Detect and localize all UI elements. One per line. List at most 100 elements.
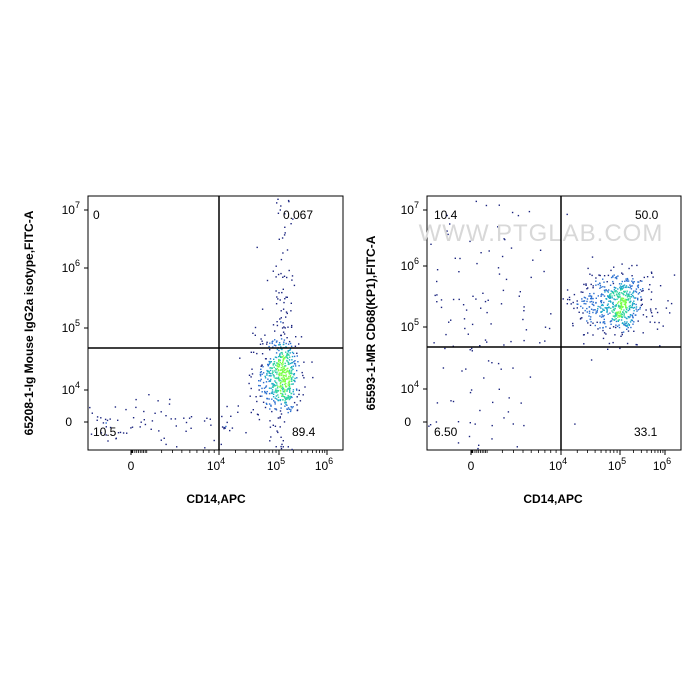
right-event-dot (574, 423, 576, 425)
left-event-dot (280, 447, 283, 450)
right-event-dot (617, 295, 620, 297)
left-event-dot (96, 419, 98, 421)
left-event-dot (266, 343, 268, 345)
right-event-dot (566, 289, 569, 291)
left-event-dot (260, 371, 262, 373)
left-event-dot (288, 372, 290, 374)
left-event-dot (281, 443, 283, 446)
left-event-dot (275, 398, 278, 400)
right-event-dot (605, 326, 607, 328)
right-event-dot (452, 298, 455, 301)
left-event-dot (276, 321, 278, 323)
left-event-dot (265, 385, 268, 387)
right-event-dot (632, 302, 634, 304)
left-event-dot (286, 389, 288, 391)
left-event-dot (296, 377, 298, 379)
left-plot-frame (87, 195, 344, 451)
right-event-dot (621, 299, 624, 302)
right-event-dot (626, 342, 629, 345)
left-event-dot (274, 397, 276, 399)
right-y-axis-title: 65593-1-MR CD68(KP1),FITC-A (364, 235, 378, 410)
right-event-dot (612, 341, 614, 344)
left-event-dot (281, 369, 283, 371)
left-x-axis-title: CD14,APC (186, 492, 246, 506)
left-event-dot (268, 403, 271, 405)
left-event-dot (226, 405, 228, 408)
right-event-dot (500, 303, 503, 305)
right-event-dot (600, 316, 603, 318)
left-event-dot (282, 355, 285, 357)
left-event-dot (286, 354, 288, 356)
left-event-dot (130, 427, 132, 429)
right-event-dot (626, 280, 628, 282)
right-event-dot (580, 291, 582, 293)
right-event-dot (582, 312, 584, 314)
left-event-dot (258, 389, 260, 391)
right-event-dot (609, 312, 611, 314)
right-event-dot (620, 315, 622, 317)
right-event-dot (595, 284, 597, 286)
right-y-tick-label: 107 (401, 200, 419, 217)
left-event-dot (285, 356, 287, 358)
left-event-dot (288, 387, 290, 389)
left-event-dot (206, 417, 208, 419)
right-event-dot (600, 301, 603, 304)
right-event-dot (592, 285, 594, 287)
left-event-dot (288, 340, 291, 343)
right-event-dot (457, 421, 460, 423)
right-event-dot (566, 303, 568, 305)
left-event-dot (261, 395, 263, 397)
left-x-tick-label: 104 (207, 456, 225, 473)
right-event-dot (623, 323, 625, 325)
left-event-dot (269, 358, 272, 360)
left-quadrant-lower-right: 89.4 (292, 425, 316, 439)
right-event-dot (590, 298, 593, 300)
right-event-dot (617, 288, 619, 290)
left-event-dot (276, 202, 278, 204)
left-event-dot (249, 395, 251, 397)
right-event-dot (624, 304, 626, 306)
left-event-dot (289, 374, 292, 377)
right-event-dot (619, 300, 622, 302)
left-event-dot (150, 428, 152, 430)
left-event-dot (277, 431, 279, 434)
right-event-dot (583, 300, 586, 302)
left-event-dot (280, 392, 282, 395)
left-event-dot (283, 234, 286, 236)
right-event-dot (607, 291, 609, 293)
right-event-dot (487, 360, 490, 362)
left-event-dot (282, 395, 284, 398)
right-event-dot (491, 438, 493, 440)
right-event-dot (589, 324, 592, 326)
left-event-dot (291, 279, 293, 281)
right-event-dot (602, 294, 604, 296)
right-event-dot (585, 283, 587, 285)
left-event-dot (283, 380, 285, 383)
left-event-dot (275, 391, 277, 393)
left-event-dot (281, 353, 284, 355)
right-event-dot (633, 290, 635, 292)
right-event-dot (623, 300, 625, 302)
left-event-dot (250, 351, 252, 353)
left-event-dot (280, 356, 282, 358)
right-event-dot (632, 307, 635, 309)
left-event-dot (286, 276, 288, 279)
left-event-dot (287, 394, 289, 397)
right-event-dot (602, 329, 604, 332)
right-event-dot (655, 308, 657, 310)
left-event-dot (294, 363, 297, 365)
right-event-dot (607, 274, 610, 277)
right-plot-frame (426, 195, 682, 451)
left-event-dot (266, 374, 268, 376)
left-event-dot (271, 342, 273, 345)
left-event-dot (279, 359, 281, 361)
right-event-dot (618, 316, 621, 318)
left-event-dot (154, 412, 156, 414)
right-event-dot (516, 446, 518, 448)
right-event-dot (589, 273, 591, 275)
left-event-dot (284, 381, 286, 383)
left-event-dot (291, 275, 294, 277)
right-event-dot (603, 314, 605, 317)
right-event-dot (595, 311, 597, 313)
left-event-dot (287, 384, 289, 386)
